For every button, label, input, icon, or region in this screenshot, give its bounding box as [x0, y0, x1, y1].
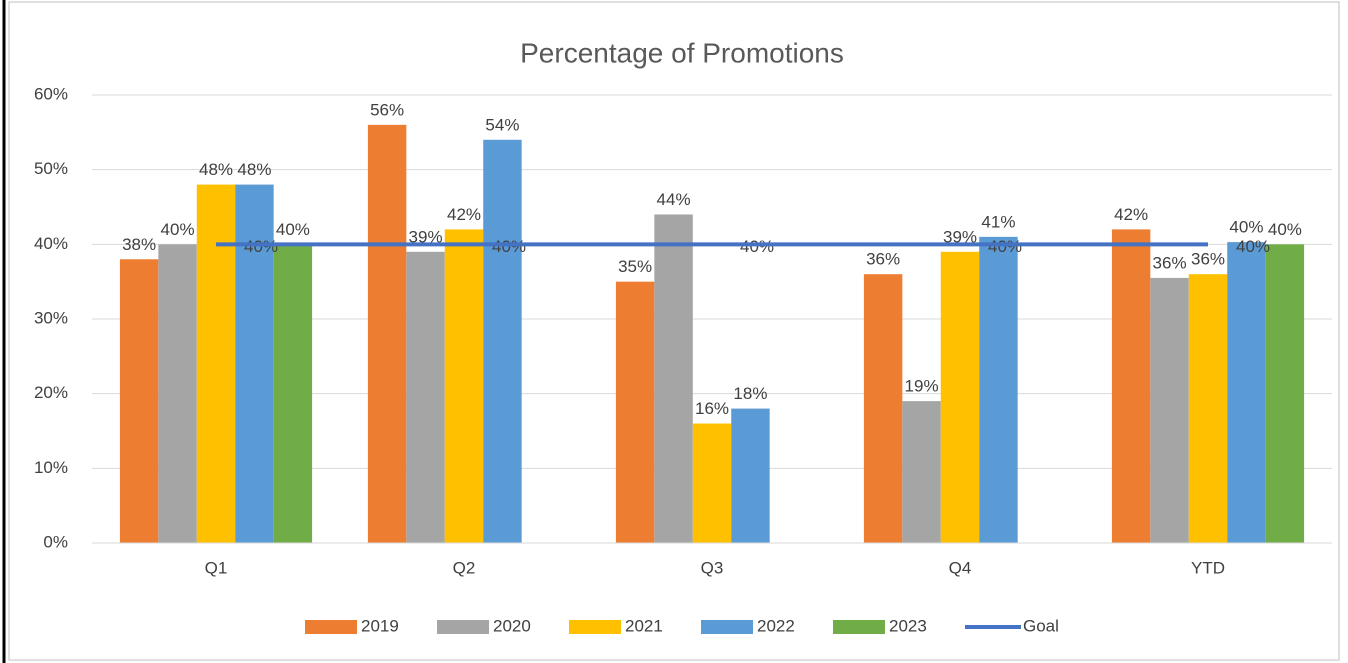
bar: [1111, 229, 1151, 543]
y-tick-label: 50%: [34, 159, 68, 178]
legend-label: 2020: [493, 616, 531, 635]
legend-swatch: [833, 620, 885, 634]
x-tick-label: YTD: [1191, 558, 1225, 577]
bar: [863, 274, 903, 543]
bar: [367, 124, 407, 543]
data-label: 54%: [485, 115, 519, 134]
bar: [1227, 242, 1266, 544]
data-label: 39%: [409, 227, 443, 246]
data-label: 19%: [905, 377, 939, 396]
x-tick-label: Q2: [453, 558, 476, 577]
data-label: 40%: [1268, 220, 1302, 239]
data-label: 56%: [370, 100, 404, 119]
y-tick-label: 30%: [34, 308, 68, 327]
chart-title: Percentage of Promotions: [520, 37, 844, 68]
line-label: 40%: [1236, 237, 1270, 256]
data-label: 48%: [199, 160, 233, 179]
bar: [444, 229, 484, 543]
data-label: 48%: [237, 160, 271, 179]
data-label: 16%: [695, 399, 729, 418]
x-tick-label: Q1: [205, 558, 228, 577]
x-tick-label: Q4: [949, 558, 972, 577]
bar: [196, 184, 236, 543]
bar: [902, 401, 941, 543]
data-label: 42%: [1114, 205, 1148, 224]
bar: [1150, 277, 1189, 543]
y-tick-label: 20%: [34, 383, 68, 402]
bar: [273, 244, 313, 544]
legend-swatch: [305, 620, 357, 634]
legend-swatch: [701, 620, 753, 634]
legend-swatch: [437, 620, 489, 634]
data-label: 39%: [943, 227, 977, 246]
bar: [731, 408, 770, 543]
bar: [406, 251, 445, 544]
legend-label: 2022: [757, 616, 795, 635]
data-label: 36%: [1191, 250, 1225, 269]
data-label: 18%: [733, 384, 767, 403]
bar: [1265, 244, 1305, 544]
data-label: 42%: [447, 205, 481, 224]
legend-label: 2023: [889, 616, 927, 635]
bar: [483, 139, 522, 544]
data-label: 40%: [276, 220, 310, 239]
chart-border: [8, 1, 1340, 661]
data-label: 35%: [618, 257, 652, 276]
bar: [1188, 274, 1228, 543]
bar: [654, 214, 693, 543]
bar: [119, 259, 159, 543]
bar: [158, 244, 197, 544]
legend-label: Goal: [1023, 616, 1059, 635]
data-label: 40%: [1229, 218, 1263, 237]
legend-label: 2019: [361, 616, 399, 635]
y-tick-label: 40%: [34, 234, 68, 253]
bar: [615, 281, 655, 543]
y-tick-label: 0%: [43, 532, 68, 551]
data-label: 40%: [161, 220, 195, 239]
bar: [940, 251, 980, 544]
bar: [692, 423, 732, 543]
data-label: 36%: [866, 250, 900, 269]
bar: [979, 236, 1018, 543]
y-tick-label: 10%: [34, 458, 68, 477]
data-label: 38%: [122, 235, 156, 254]
data-label: 41%: [981, 212, 1015, 231]
data-label: 44%: [657, 190, 691, 209]
x-tick-label: Q3: [701, 558, 724, 577]
data-label: 36%: [1153, 253, 1187, 272]
legend-swatch: [569, 620, 621, 634]
legend-label: 2021: [625, 616, 663, 635]
y-tick-label: 60%: [34, 84, 68, 103]
